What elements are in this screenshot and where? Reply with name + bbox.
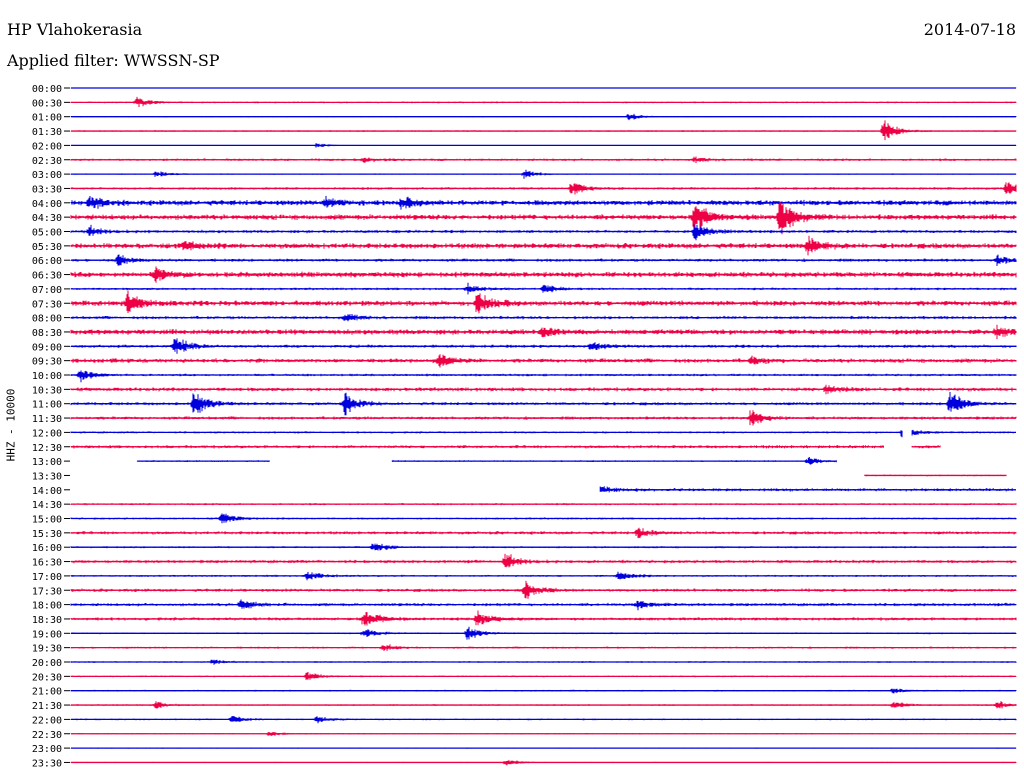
time-label: 20:00	[32, 658, 62, 669]
seismogram-trace	[70, 290, 1017, 314]
time-label: 07:00	[32, 285, 62, 296]
time-label: 23:00	[32, 744, 62, 755]
time-label: 20:30	[32, 672, 62, 683]
time-label: 12:00	[32, 428, 62, 439]
time-label: 04:00	[32, 199, 62, 210]
time-label: 02:00	[32, 141, 62, 152]
time-label: 17:00	[32, 572, 62, 583]
seismogram-trace	[70, 370, 1017, 383]
time-label: 21:00	[32, 687, 62, 698]
time-label: 04:30	[32, 213, 62, 224]
time-label: 05:30	[32, 242, 62, 253]
time-label: 21:30	[32, 701, 62, 712]
time-label: 00:00	[32, 84, 62, 95]
time-label: 15:30	[32, 529, 62, 540]
time-label: 19:00	[32, 629, 62, 640]
seismogram-trace	[70, 610, 1017, 626]
time-label: 13:00	[32, 457, 62, 468]
time-label: 14:00	[32, 486, 62, 497]
time-label: 16:00	[32, 543, 62, 554]
time-label: 07:30	[32, 299, 62, 310]
time-label: 16:30	[32, 558, 62, 569]
time-label: 15:00	[32, 515, 62, 526]
time-label: 14:30	[32, 500, 62, 511]
time-label: 12:30	[32, 443, 62, 454]
time-label: 18:00	[32, 601, 62, 612]
seismogram-trace	[70, 201, 1017, 235]
time-label: 05:00	[32, 228, 62, 239]
time-label: 00:30	[32, 98, 62, 109]
time-label: 22:00	[32, 715, 62, 726]
seismogram-trace	[70, 553, 1017, 568]
time-label: 03:00	[32, 170, 62, 181]
plot-date: 2014-07-18	[923, 20, 1016, 39]
station-title: HP Vlahokerasia	[7, 20, 143, 39]
seismogram-trace	[70, 224, 1017, 241]
time-label: 11:30	[32, 414, 62, 425]
time-label: 01:00	[32, 113, 62, 124]
time-label: 19:30	[32, 644, 62, 655]
time-label: 06:00	[32, 256, 62, 267]
time-label: 13:30	[32, 471, 62, 482]
time-label: 09:30	[32, 357, 62, 368]
time-label: 10:30	[32, 385, 62, 396]
time-label: 02:30	[32, 156, 62, 167]
time-label: 22:30	[32, 730, 62, 741]
seismogram-trace	[70, 430, 903, 438]
time-label: 08:30	[32, 328, 62, 339]
time-label: 08:00	[32, 314, 62, 325]
time-label: 17:30	[32, 586, 62, 597]
seismogram-trace	[70, 120, 1017, 141]
time-label: 06:30	[32, 271, 62, 282]
time-label: 01:30	[32, 127, 62, 138]
time-label: 10:00	[32, 371, 62, 382]
time-label: 09:00	[32, 342, 62, 353]
time-label: 18:30	[32, 615, 62, 626]
filter-label: Applied filter: WWSSN-SP	[7, 51, 220, 70]
time-label: 23:30	[32, 758, 62, 769]
time-label: 03:30	[32, 184, 62, 195]
time-label: 11:00	[32, 400, 62, 411]
